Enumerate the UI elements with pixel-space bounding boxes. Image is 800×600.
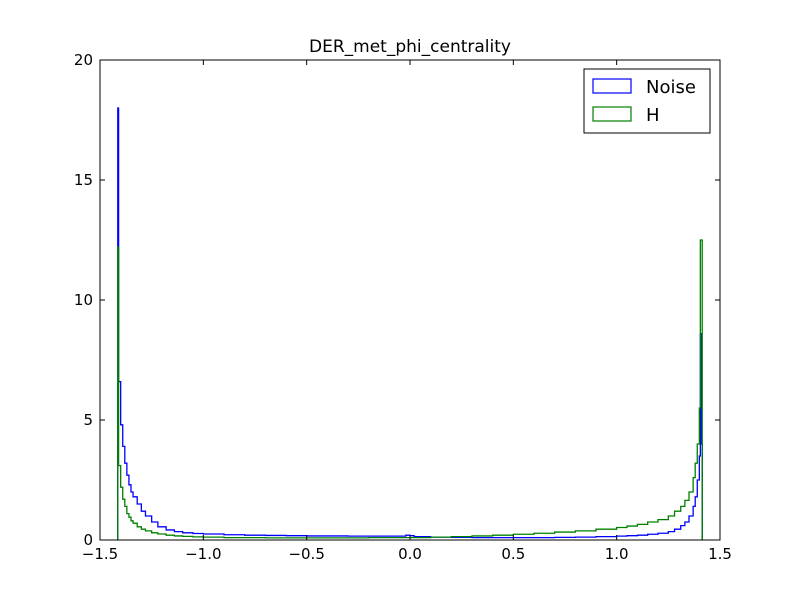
legend-label-0: Noise: [646, 77, 696, 98]
legend: Noise H: [583, 68, 711, 134]
legend-label-1: H: [646, 105, 660, 126]
x-tick-label: 1.0: [605, 545, 629, 563]
x-tick-label: −0.5: [288, 545, 324, 563]
y-tick-label: 20: [74, 51, 93, 69]
x-tick-label: −1.0: [185, 545, 221, 563]
axes-layer: −1.5 −1.0 −0.5 0.0 0.5 1.0 1.5 0 5 10 15 20: [74, 51, 732, 563]
chart-title: DER_met_phi_centrality: [309, 37, 511, 57]
y-tick-label: 10: [74, 291, 93, 309]
y-tick-label: 0: [83, 531, 93, 549]
legend-swatch-1: [592, 106, 632, 122]
x-tick-label: 0.5: [501, 545, 525, 563]
x-tick-label: 0.0: [398, 545, 422, 563]
x-tick-label: −1.5: [82, 545, 118, 563]
y-tick-label: 15: [74, 171, 93, 189]
y-tick-label: 5: [83, 411, 93, 429]
series-layer: [117, 107, 703, 540]
series-0-step-line: [117, 107, 703, 540]
legend-box: [583, 68, 711, 134]
legend-swatch-0: [592, 78, 632, 94]
series-1-step-line: [117, 239, 703, 540]
x-tick-label: 1.5: [708, 545, 732, 563]
